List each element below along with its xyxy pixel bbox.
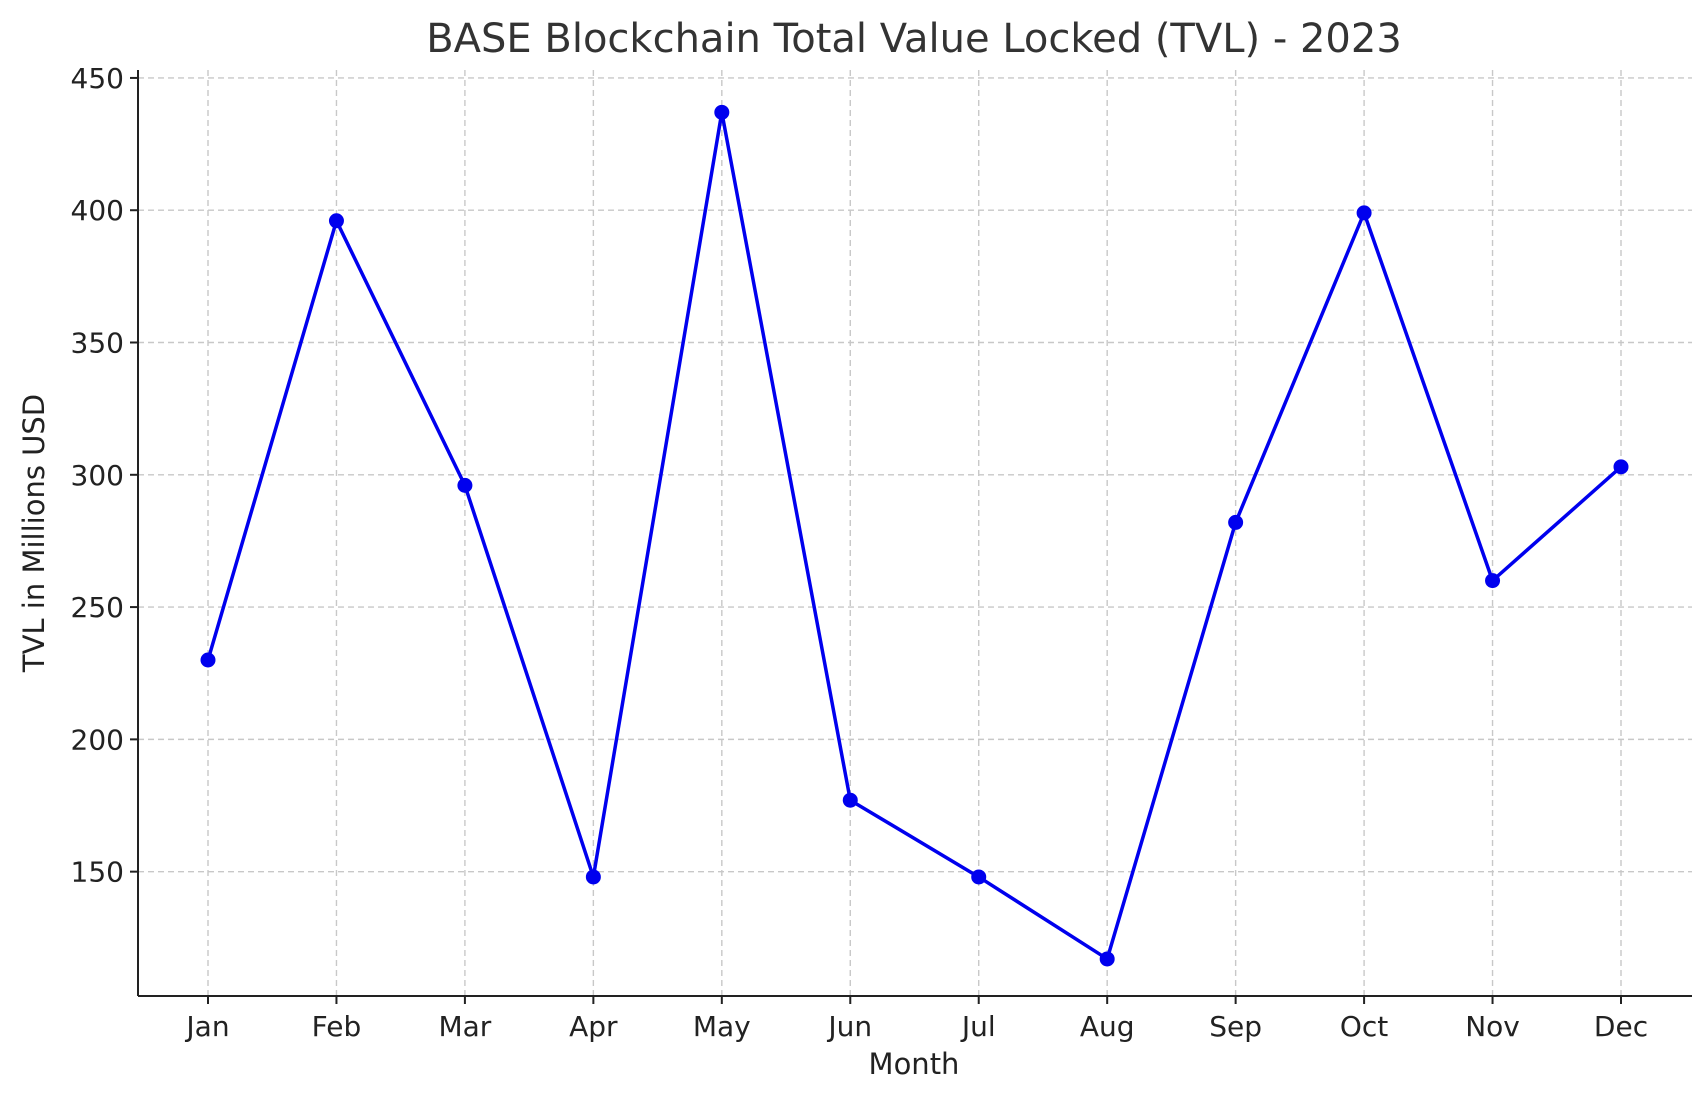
x-ticks: Jan Feb Mar Apr May Jun Jul Aug Sep Oct Nov Dec bbox=[184, 996, 1648, 1043]
y-axis-label: TVL in Millions USD bbox=[17, 394, 51, 673]
x-tick-label: Oct bbox=[1340, 1010, 1388, 1043]
x-tick-label: Dec bbox=[1594, 1010, 1648, 1043]
y-tick-label: 200 bbox=[71, 723, 124, 756]
data-point-feb bbox=[328, 213, 344, 229]
data-point-jun bbox=[842, 792, 858, 808]
series bbox=[200, 104, 1629, 967]
x-tick-label: Apr bbox=[569, 1010, 618, 1043]
y-tick-label: 300 bbox=[71, 459, 124, 492]
series-line bbox=[206, 110, 1623, 961]
x-tick-label: Sep bbox=[1209, 1010, 1262, 1043]
x-tick-label: Feb bbox=[312, 1010, 362, 1043]
data-point-nov bbox=[1485, 573, 1501, 589]
y-tick-label: 250 bbox=[71, 591, 124, 624]
y-tick-label: 400 bbox=[71, 194, 124, 227]
x-tick-label: May bbox=[693, 1010, 751, 1043]
x-tick-label: Jun bbox=[826, 1010, 872, 1043]
axes bbox=[137, 70, 1692, 997]
data-point-may bbox=[714, 104, 730, 120]
y-tick-label: 450 bbox=[71, 62, 124, 95]
x-tick-label: Nov bbox=[1465, 1010, 1520, 1043]
data-point-dec bbox=[1613, 459, 1629, 475]
chart-title: BASE Blockchain Total Value Locked (TVL)… bbox=[426, 16, 1402, 62]
y-tick-label: 150 bbox=[71, 856, 124, 889]
x-tick-label: Mar bbox=[438, 1010, 491, 1043]
y-ticks: 150 200 250 300 350 400 450 bbox=[71, 62, 138, 889]
data-point-jan bbox=[200, 652, 216, 668]
data-point-jul bbox=[971, 869, 987, 885]
data-point-aug bbox=[1099, 951, 1115, 967]
x-axis-label: Month bbox=[869, 1047, 960, 1081]
x-tick-label: Jan bbox=[184, 1010, 229, 1043]
data-point-apr bbox=[585, 869, 601, 885]
y-tick-label: 350 bbox=[71, 327, 124, 360]
data-point-oct bbox=[1356, 205, 1372, 221]
data-point-mar bbox=[457, 477, 473, 493]
x-tick-label: Jul bbox=[960, 1010, 996, 1043]
x-tick-label: Aug bbox=[1080, 1010, 1135, 1043]
grid bbox=[138, 70, 1692, 996]
data-point-sep bbox=[1228, 514, 1244, 530]
